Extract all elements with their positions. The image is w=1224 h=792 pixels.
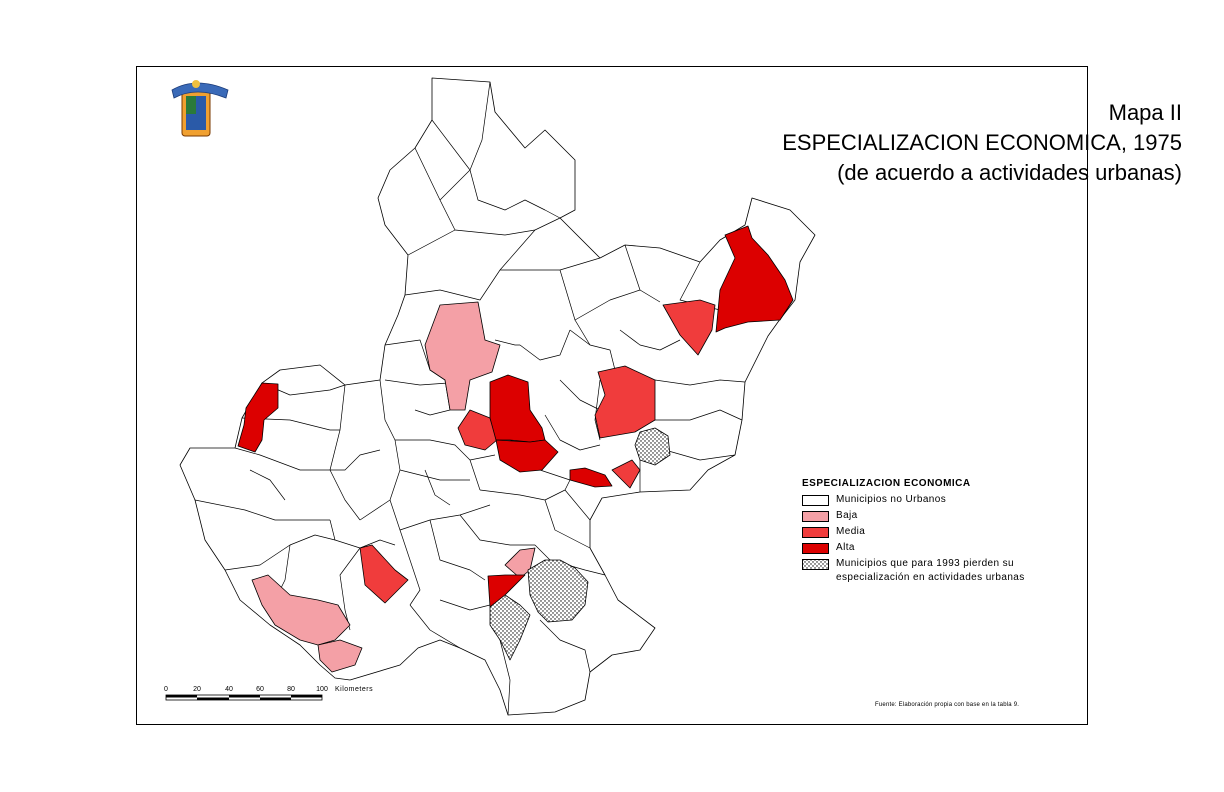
legend-swatch-dotted xyxy=(802,559,829,570)
map-subtitle: (de acuerdo a actividades urbanas) xyxy=(837,160,1182,185)
legend-label-line2: especialización en actividades urbanas xyxy=(836,572,1025,583)
scale-tick-label: 100 xyxy=(316,686,328,693)
scale-tick-label: 40 xyxy=(225,686,233,693)
municipality-baja xyxy=(251,574,351,646)
map-main-title: ESPECIALIZACION ECONOMICA, 1975 xyxy=(782,130,1182,155)
municipality-alta xyxy=(495,439,559,473)
legend-label: Alta xyxy=(836,542,855,553)
legend-label: Municipios que para 1993 pierden su xyxy=(836,558,1014,569)
municipality-baja xyxy=(317,639,363,673)
legend-swatch xyxy=(802,543,829,554)
scale-tick-label: 0 xyxy=(164,686,168,693)
legend-item-baja: Baja xyxy=(802,509,1062,525)
legend-item-media: Media xyxy=(802,525,1062,541)
legend-item-alta: Alta xyxy=(802,541,1062,557)
municipality-media xyxy=(611,459,641,489)
municipality-alta xyxy=(715,225,794,333)
legend-title: ESPECIALIZACION ECONOMICA xyxy=(802,478,971,489)
municipality-alta xyxy=(237,382,279,453)
municipality-alta xyxy=(487,574,526,608)
municipality-dotted xyxy=(527,559,589,623)
legend-swatch xyxy=(802,527,829,538)
municipality-baja xyxy=(424,301,501,411)
scale-tick-label: 80 xyxy=(287,686,295,693)
scale-tick-label: 20 xyxy=(193,686,201,693)
scale-tick-label: 60 xyxy=(256,686,264,693)
municipality-dotted xyxy=(489,594,531,661)
municipality-media xyxy=(594,365,656,439)
municipality-alta xyxy=(569,467,613,488)
legend-item-dotted: Municipios que para 1993 pierden su espe… xyxy=(802,557,1062,589)
coat-of-arms-logo xyxy=(171,80,229,137)
source-note: Fuente: Elaboración propia con base en l… xyxy=(875,702,1020,708)
municipality-dotted xyxy=(634,427,671,466)
legend: ESPECIALIZACION ECONOMICA Municipios no … xyxy=(802,478,1062,589)
legend-swatch xyxy=(802,511,829,522)
map-number-title: Mapa II xyxy=(1108,100,1182,125)
municipality-media xyxy=(359,544,409,604)
legend-label: Media xyxy=(836,526,866,537)
scale-unit: Kilometers xyxy=(335,686,374,693)
legend-label: Municipios no Urbanos xyxy=(836,494,947,505)
municipality-media xyxy=(662,299,716,356)
legend-item-no-urbanos: Municipios no Urbanos xyxy=(802,493,1062,509)
legend-label: Baja xyxy=(836,510,858,521)
scale-bar-graphic xyxy=(165,694,323,701)
legend-swatch xyxy=(802,495,829,506)
